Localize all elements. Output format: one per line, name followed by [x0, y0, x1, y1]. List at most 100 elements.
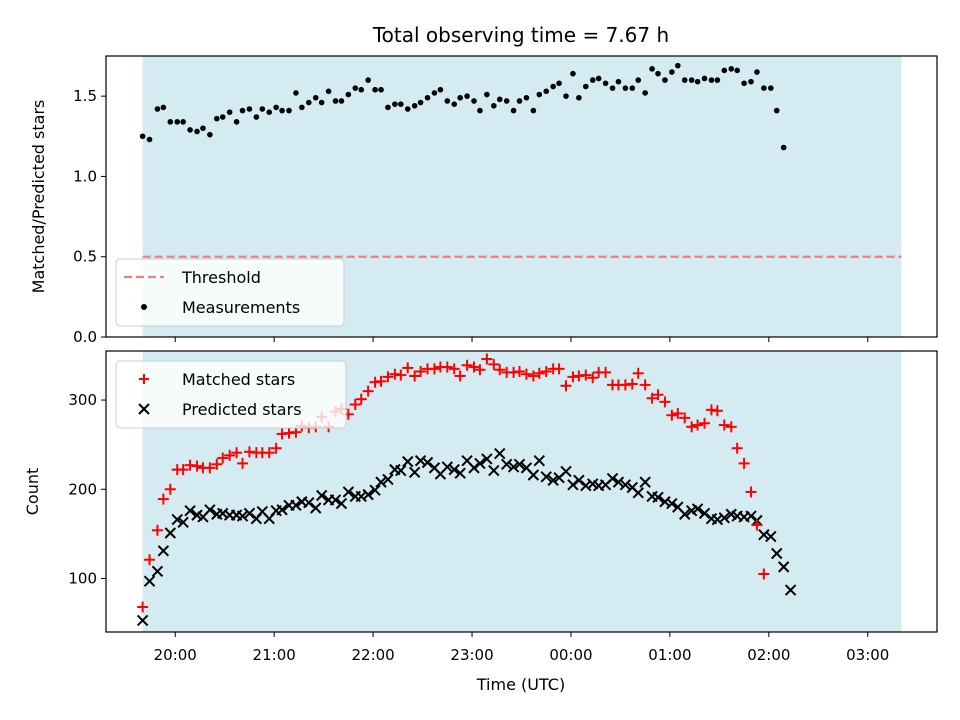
predicted-star-stroke [408, 466, 421, 479]
matched-star-point [632, 367, 644, 379]
measurement-point [286, 107, 292, 114]
matched-star-point [290, 426, 302, 438]
matched-star-point [600, 366, 612, 378]
measurement-point [629, 85, 636, 91]
measurement-point [437, 86, 444, 93]
predicted-star-point [184, 504, 196, 517]
predicted-star-stroke [329, 494, 342, 506]
chart-title: Total observing time = 7.67 h [372, 23, 669, 47]
measurement-point [754, 69, 760, 75]
predicted-star-point [652, 491, 664, 504]
predicted-star-point [414, 455, 427, 467]
predicted-star-stroke [494, 447, 506, 460]
ticks-ratio: 0.0 0.5 1.0 1.5 [73, 87, 869, 346]
predicted-star-stroke [500, 458, 513, 470]
x-tick-label: 23:00 [450, 646, 493, 664]
frame-ratio [105, 55, 938, 338]
measurement-point [404, 106, 411, 112]
matched-star-point [751, 519, 763, 531]
matched-star-point [448, 363, 460, 375]
measurement-point [556, 80, 562, 87]
x-tick-label: 22:00 [351, 646, 394, 664]
predicted-star-stroke [389, 463, 401, 476]
predicted-star-stroke [646, 490, 658, 503]
predicted-star-stroke [204, 504, 216, 516]
matched-star-point [731, 442, 743, 454]
matched-star-point [738, 457, 750, 469]
predicted-star-stroke [421, 456, 434, 469]
predicted-star-point [303, 496, 315, 509]
measurement-point [259, 106, 266, 112]
predicted-star-point [448, 463, 460, 476]
matched-star-point [224, 449, 236, 461]
matched-star-point [217, 452, 229, 464]
predicted-star-stroke [454, 467, 466, 479]
predicted-star-point [481, 453, 493, 465]
predicted-star-point [217, 507, 229, 520]
measurement-point [655, 70, 661, 77]
measurement-point [146, 136, 153, 143]
matched-star-point [415, 366, 427, 378]
predicted-star-stroke [784, 584, 797, 596]
predicted-star-point [488, 464, 500, 477]
predicted-star-point [533, 455, 546, 467]
measurement-point [239, 107, 246, 114]
legend-matched-label: Matched stars [182, 370, 295, 389]
predicted-star-point [441, 461, 454, 473]
matched-star-point [527, 370, 539, 382]
predicted-star-stroke [355, 490, 367, 503]
predicted-star-stroke [771, 547, 783, 560]
legend-predicted-swatch [138, 403, 150, 415]
matched-star-point [692, 419, 704, 431]
matched-star-point [137, 601, 149, 613]
matched-star-point [725, 421, 737, 433]
measurement-point [200, 125, 206, 132]
measurement-point [306, 99, 312, 106]
predicted-star-point [567, 479, 579, 491]
measurement-point [536, 91, 543, 98]
measurement-point [773, 107, 780, 114]
predicted-star-stroke [184, 504, 196, 517]
predicted-star-stroke [481, 453, 493, 465]
matched-star-point [151, 524, 163, 536]
predicted-star-point [342, 486, 355, 498]
measurement-point [392, 101, 398, 107]
measurement-point [714, 77, 721, 83]
predicted-star-stroke [315, 489, 328, 502]
matched-star-point [382, 371, 394, 383]
measurement-point [266, 109, 273, 115]
matched-star-point [237, 457, 249, 469]
matched-star-point [375, 375, 387, 387]
legend-ratio: Threshold Measurements [115, 258, 345, 327]
measurement-point [293, 90, 299, 96]
measurement-point [253, 114, 260, 120]
predicted-star-stroke [157, 545, 170, 557]
predicted-star-stroke [666, 497, 678, 510]
measurement-point [457, 94, 463, 101]
matched-star-point [718, 419, 730, 431]
predicted-star-point [718, 512, 731, 524]
measurement-point [688, 77, 695, 83]
measurements-points [139, 62, 787, 151]
measurement-point [748, 78, 754, 85]
measurement-point [139, 133, 146, 140]
predicted-star-point [362, 488, 374, 501]
predicted-star-point [421, 456, 434, 469]
measurement-point [662, 77, 668, 83]
predicted-star-stroke [428, 462, 441, 474]
measurement-point [299, 104, 305, 111]
measurement-point [279, 107, 285, 114]
matched-star-point [672, 407, 684, 419]
measurement-point [338, 98, 345, 104]
matched-star-point [580, 369, 592, 381]
measurement-point [451, 101, 458, 107]
predicted-star-stroke [191, 509, 203, 521]
matched-star-point [231, 447, 243, 459]
measurement-point [530, 107, 537, 114]
predicted-star-point [711, 513, 724, 526]
matched-star-point [494, 364, 506, 376]
predicted-star-stroke [474, 457, 486, 470]
measurement-point [721, 67, 728, 74]
measurement-point [543, 88, 550, 95]
measurement-point [595, 75, 602, 82]
